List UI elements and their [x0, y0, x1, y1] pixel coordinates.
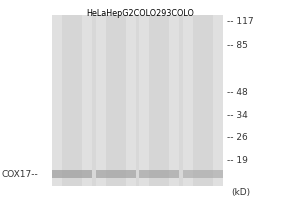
Bar	[95, 15, 136, 186]
Text: HeLaHepG2COLO293COLO: HeLaHepG2COLO293COLO	[86, 9, 194, 18]
Bar	[95, 170, 136, 178]
Bar	[52, 15, 92, 186]
Text: -- 117: -- 117	[227, 17, 254, 26]
Bar	[52, 15, 223, 186]
Bar	[183, 15, 223, 186]
Text: COX17--: COX17--	[2, 170, 38, 179]
Text: -- 34: -- 34	[227, 111, 248, 120]
Text: -- 48: -- 48	[227, 88, 248, 97]
Bar	[193, 15, 213, 186]
Bar	[62, 15, 82, 186]
Bar	[52, 170, 92, 178]
Bar	[139, 15, 179, 186]
Text: -- 19: -- 19	[227, 156, 248, 165]
Text: -- 85: -- 85	[227, 41, 248, 50]
Bar	[183, 170, 223, 178]
Text: -- 26: -- 26	[227, 133, 248, 142]
Bar	[106, 15, 126, 186]
Bar	[139, 170, 179, 178]
Bar	[149, 15, 169, 186]
Text: (kD): (kD)	[232, 188, 251, 197]
